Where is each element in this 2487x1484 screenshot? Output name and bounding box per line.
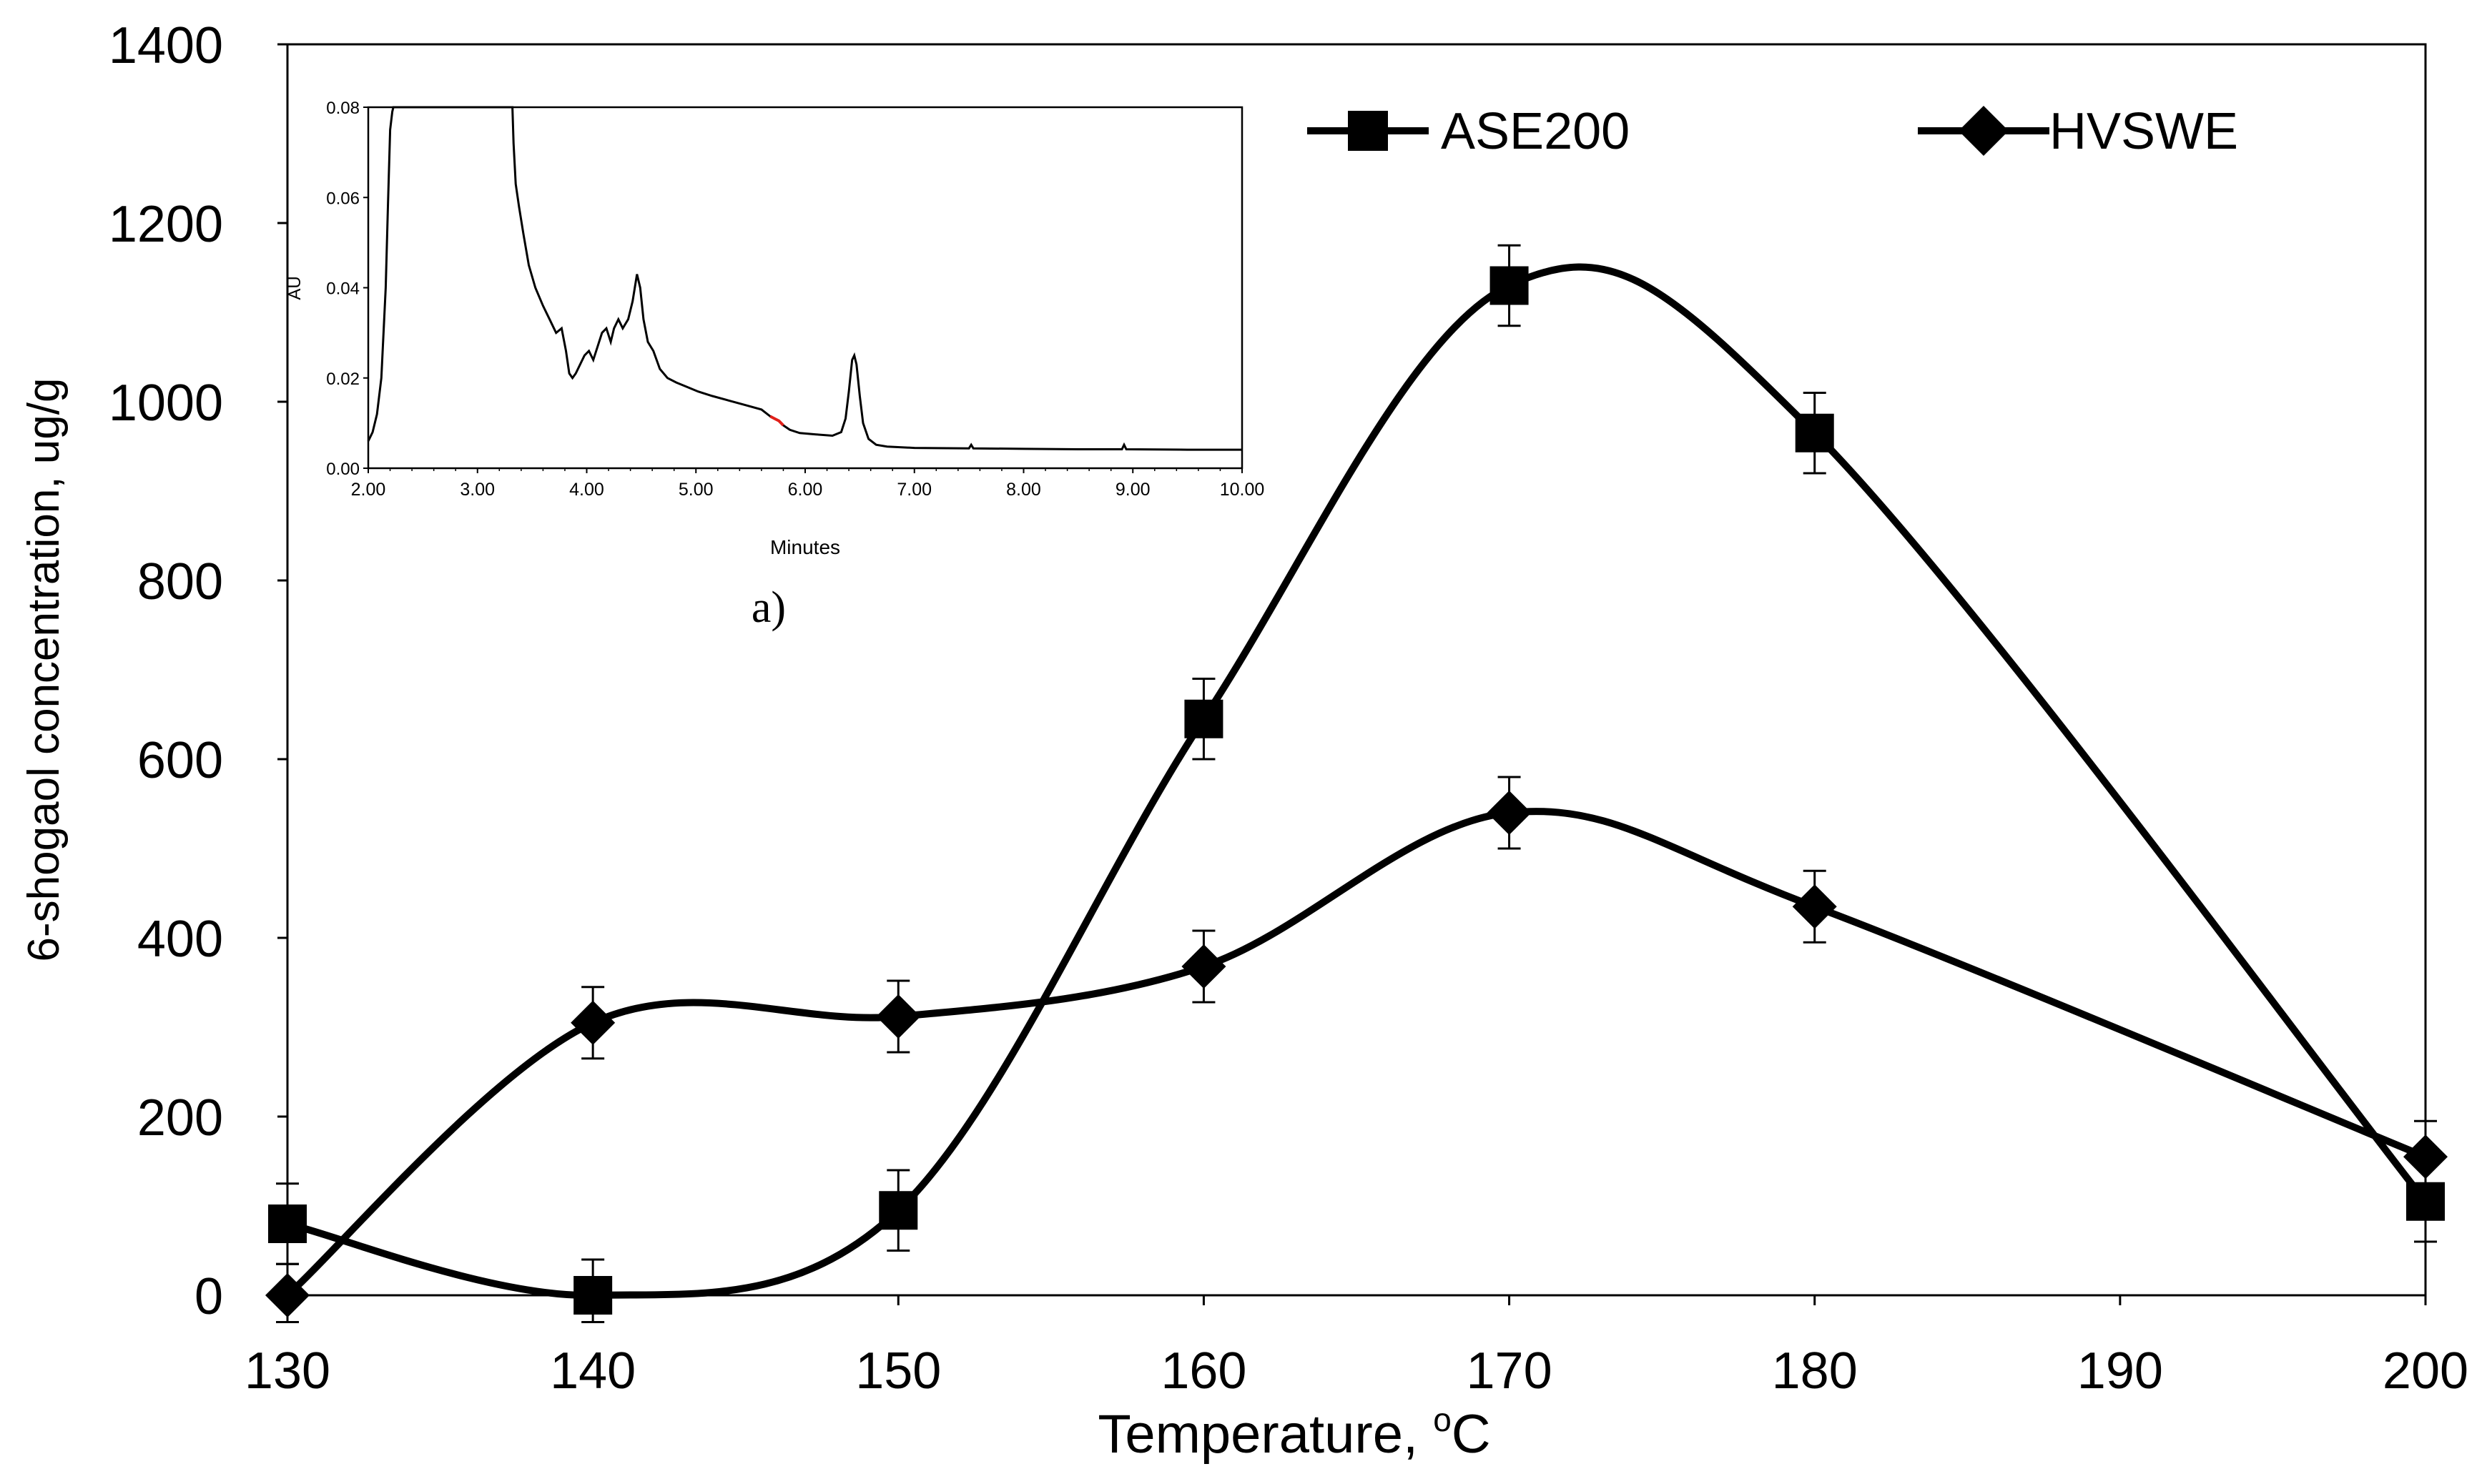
main-y-tick-label: 1400 — [109, 17, 223, 74]
inset-x-tick-label: 4.00 — [569, 480, 604, 500]
inset-x-tick-label: 3.00 — [460, 480, 495, 500]
main-x-tick-label: 200 — [2383, 1342, 2468, 1400]
inset-y-tick-label: 0.06 — [326, 189, 360, 208]
main-x-axis-label-unit: C — [1452, 1404, 1491, 1465]
series-line-ase200 — [286, 263, 2428, 1300]
point-hvswe — [1792, 884, 1837, 929]
inset-x-tick-label: 6.00 — [788, 480, 823, 500]
point-hvswe — [1487, 791, 1532, 835]
legend: ASE200 HVSWE — [1307, 103, 2238, 160]
inset-chromatogram-trace — [367, 106, 1242, 451]
main-y-tick-label: 0 — [194, 1268, 223, 1325]
inset-x-tick-label: 8.00 — [1006, 480, 1041, 500]
point-ase200 — [1489, 266, 1529, 305]
main-x-tick-label: 190 — [2077, 1342, 2163, 1400]
point-hvswe — [1181, 944, 1226, 989]
point-ase200 — [573, 1276, 613, 1315]
main-x-axis-label-text: Temperature, — [1098, 1404, 1433, 1465]
inset-x-tick-label: 7.00 — [897, 480, 932, 500]
legend-item-hvswe: HVSWE — [1918, 103, 2238, 160]
main-x-tick-label: 180 — [1772, 1342, 1858, 1400]
inset-y-axis-label: AU — [285, 276, 305, 300]
main-x-axis-label-superscript: o — [1433, 1401, 1452, 1438]
inset-y-tick-label: 0.04 — [326, 280, 360, 299]
point-hvswe — [265, 1273, 310, 1317]
legend-ase200-square-marker — [1348, 111, 1388, 151]
point-ase200 — [879, 1191, 918, 1230]
main-y-axis-label: 6-shogaol concentration, ug/g — [19, 378, 69, 962]
inset-x-tick-label: 9.00 — [1116, 480, 1151, 500]
inset-y-tick-label: 0.02 — [326, 370, 360, 389]
inset-y-axis-ticks: 0.00 0.02 0.04 0.06 0.08 — [326, 99, 368, 479]
main-x-tick-label: 140 — [550, 1342, 636, 1400]
point-hvswe — [571, 1000, 616, 1045]
inset-chart: 0.00 0.02 0.04 0.06 0.08 2.00 3.00 4.00 5.00 6.0… — [285, 99, 1264, 632]
legend-hvswe-label: HVSWE — [2049, 103, 2238, 160]
inset-x-tick-label: 10.00 — [1220, 480, 1265, 500]
point-hvswe — [2403, 1134, 2448, 1179]
inset-panel-label: a) — [752, 583, 786, 632]
inset-x-tick-label: 2.00 — [351, 480, 386, 500]
inset-plot-frame — [367, 106, 1244, 470]
main-y-tick-label: 1200 — [109, 196, 223, 253]
main-x-axis-ticks: 130 140 150 160 170 180 190 200 — [245, 1295, 2468, 1400]
main-x-tick-label: 160 — [1161, 1342, 1246, 1400]
legend-ase200-label: ASE200 — [1441, 103, 1630, 160]
main-x-tick-label: 170 — [1467, 1342, 1552, 1400]
main-x-axis-label: Temperature, oC — [1098, 1401, 1490, 1465]
main-y-tick-label: 1000 — [109, 375, 223, 432]
main-x-tick-label: 150 — [855, 1342, 941, 1400]
main-y-tick-label: 200 — [137, 1089, 223, 1147]
legend-hvswe-diamond-marker — [1959, 106, 2009, 156]
inset-x-axis-label: Minutes — [770, 536, 840, 558]
main-y-tick-label: 400 — [137, 911, 223, 968]
main-y-tick-label: 600 — [137, 732, 223, 789]
point-ase200 — [1795, 413, 1834, 452]
inset-y-tick-label: 0.08 — [326, 99, 360, 118]
inset-x-tick-label: 5.00 — [679, 480, 714, 500]
point-hvswe — [876, 994, 921, 1039]
main-y-tick-label: 800 — [137, 553, 223, 610]
inset-chromatogram-highlight — [769, 415, 784, 427]
main-x-tick-label: 130 — [245, 1342, 330, 1400]
main-y-axis-ticks: 0 200 400 600 800 1000 1200 1400 — [109, 17, 287, 1325]
point-ase200 — [268, 1204, 307, 1243]
inset-x-axis-ticks: 2.00 3.00 4.00 5.00 6.00 7.00 8.00 9.00 10.00 — [351, 468, 1265, 500]
legend-item-ase200: ASE200 — [1307, 103, 1630, 160]
main-plot-frame — [286, 43, 2427, 1297]
point-ase200 — [1184, 699, 1223, 738]
main-series-group — [265, 244, 2448, 1323]
inset-y-tick-label: 0.00 — [326, 460, 360, 479]
